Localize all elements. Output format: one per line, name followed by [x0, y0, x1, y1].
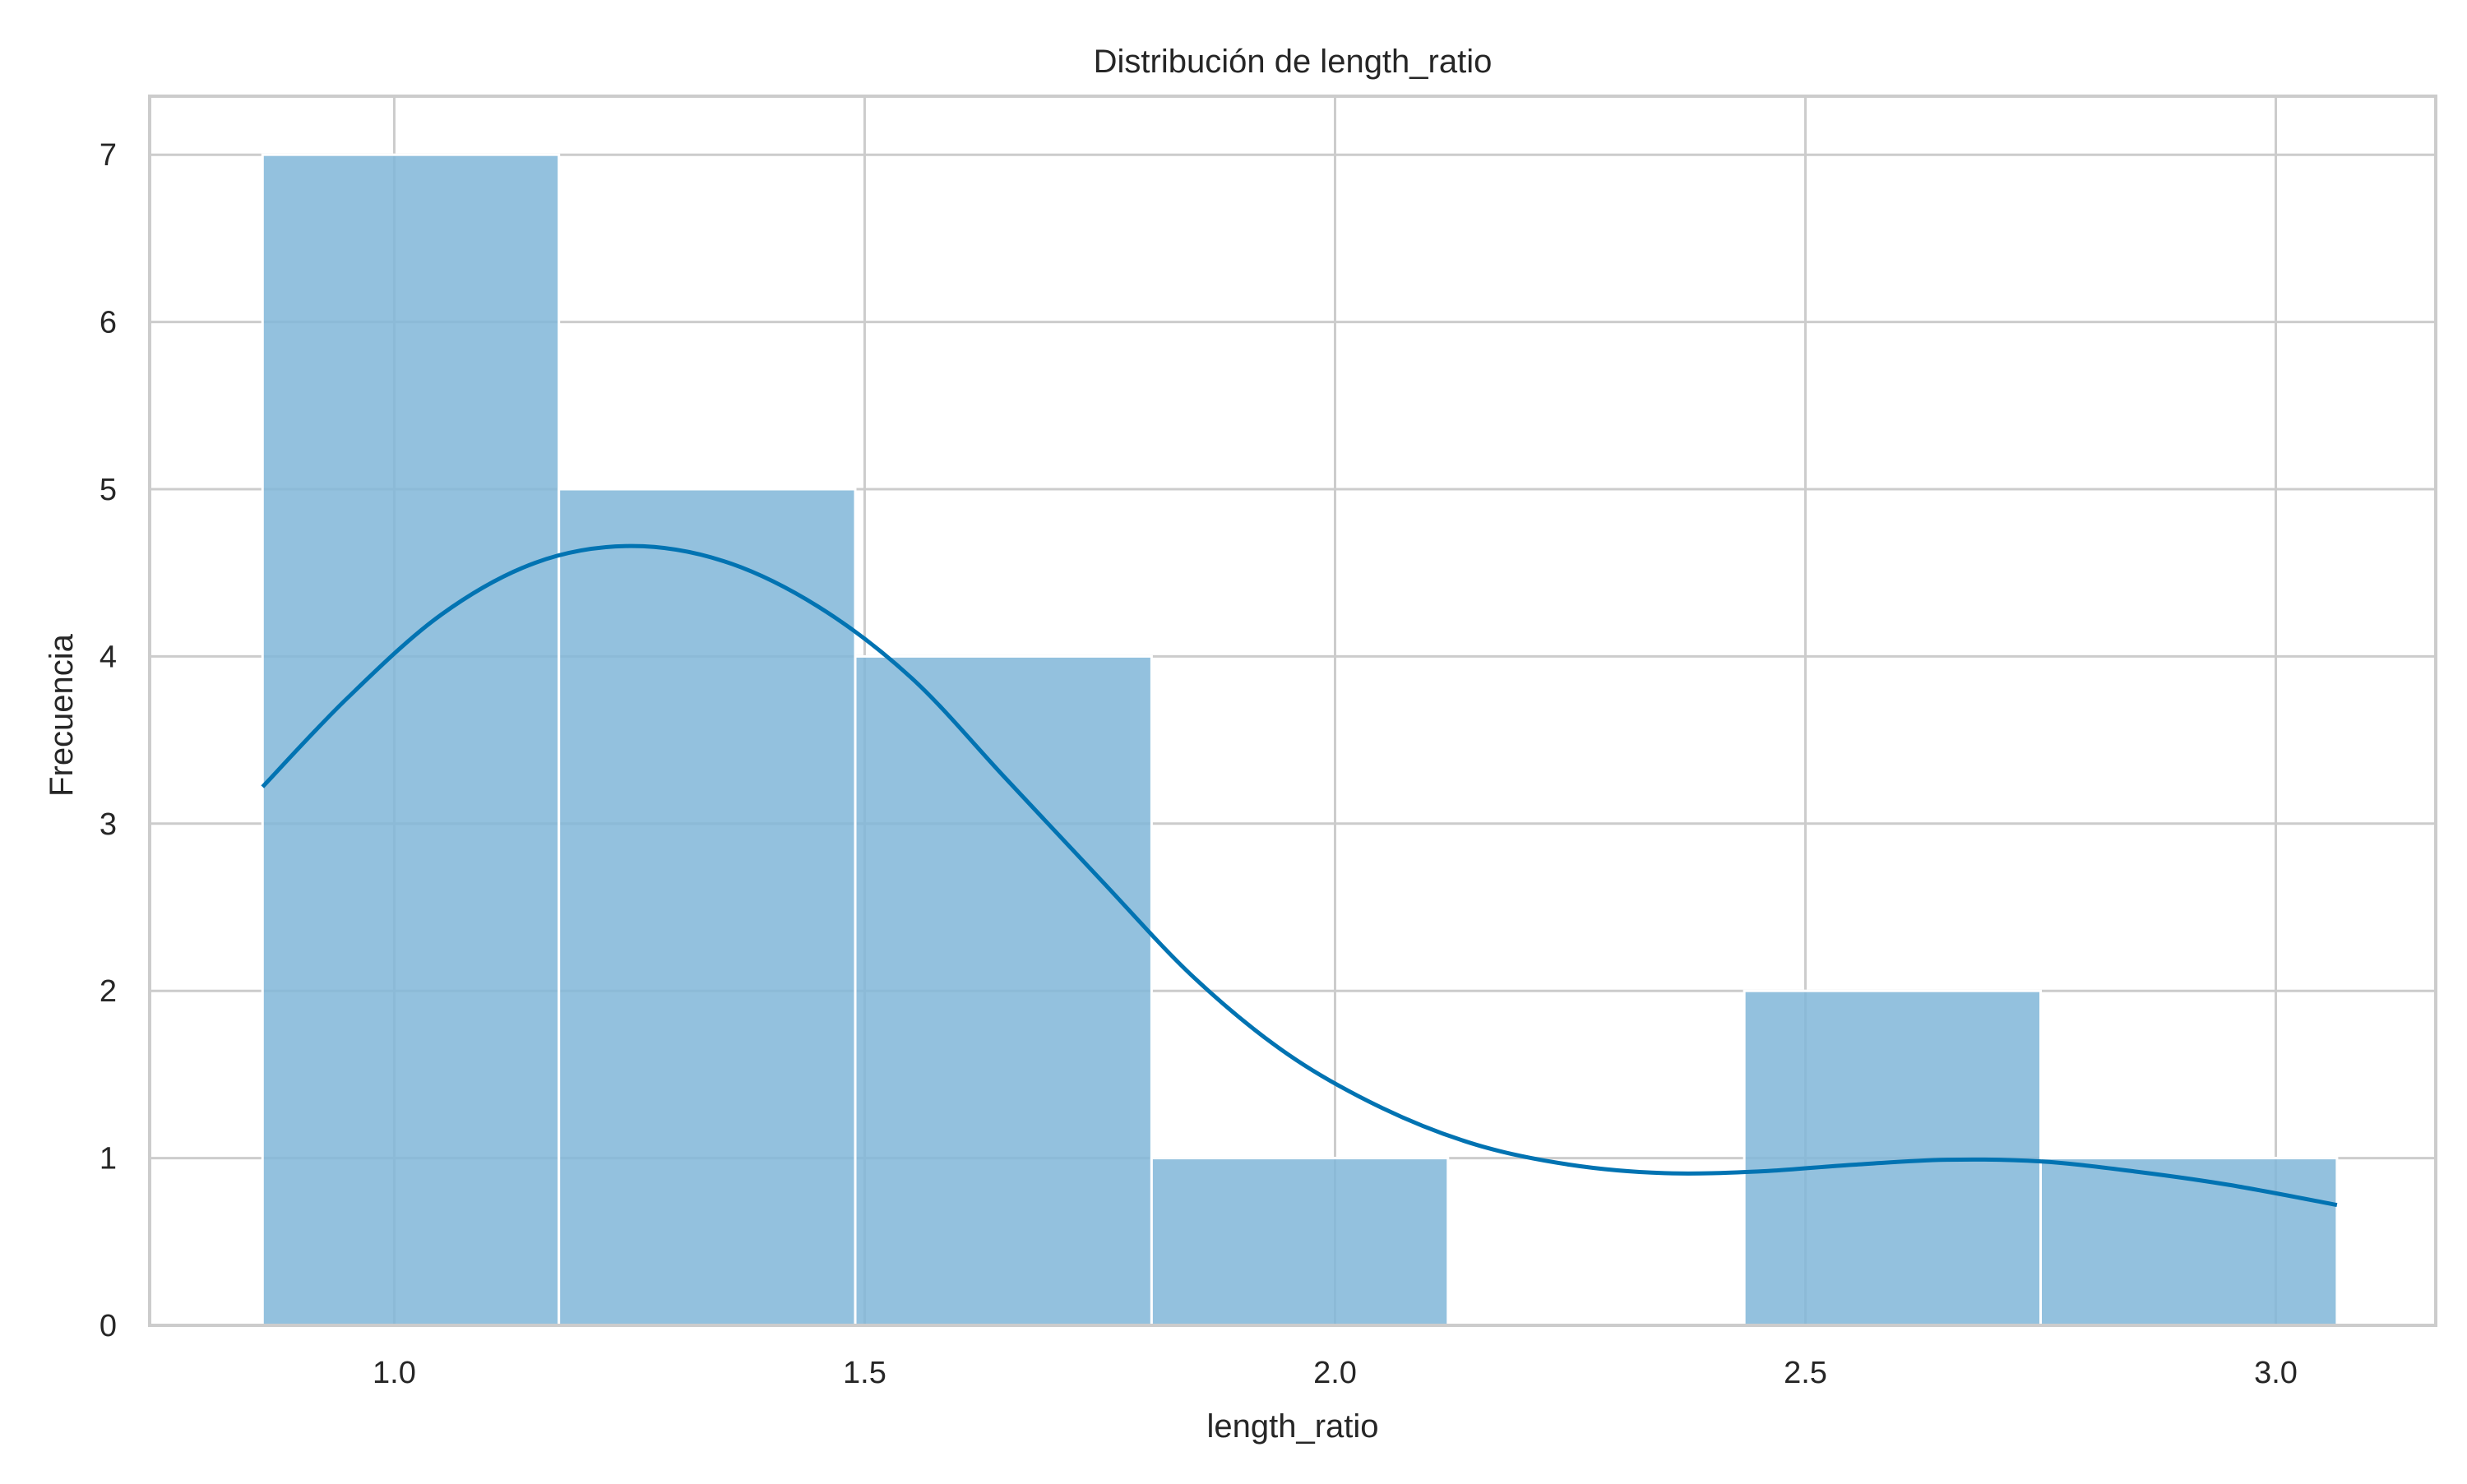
histogram-bar: [558, 488, 857, 1327]
y-tick-label: 2: [100, 974, 117, 1009]
bar-layer: [261, 153, 2339, 1327]
y-tick-label: 4: [100, 640, 117, 674]
x-tick-label: 2.0: [1313, 1356, 1357, 1390]
axis-layer: 1.0 1.5 2.0 2.5 3.0 0 1 2 3 4 5 6 7: [100, 95, 2437, 1390]
plot-frame: [148, 95, 2437, 1327]
x-tick-label: 2.5: [1784, 1356, 1827, 1390]
histogram-bar: [854, 654, 1153, 1327]
chart-title: Distribución de length_ratio: [1094, 44, 1493, 80]
y-tick-label: 1: [100, 1142, 117, 1177]
kde-layer: [261, 543, 2338, 1208]
y-tick-label: 5: [100, 473, 117, 507]
kde-line: [261, 543, 2338, 1208]
y-axis-label: Frecuencia: [44, 633, 80, 797]
histogram-bar: [2039, 1157, 2339, 1327]
histogram-bar: [1150, 1157, 1450, 1327]
x-tick-label: 1.0: [373, 1356, 416, 1390]
x-axis-label: length_ratio: [1206, 1408, 1378, 1445]
y-tick-label: 0: [100, 1309, 117, 1343]
y-tick-label: 3: [100, 807, 117, 842]
histogram-bar: [261, 153, 561, 1327]
x-tick-label: 3.0: [2254, 1356, 2298, 1390]
x-tick-label: 1.5: [843, 1356, 886, 1390]
y-tick-label: 7: [100, 138, 117, 173]
y-tick-label: 6: [100, 306, 117, 340]
